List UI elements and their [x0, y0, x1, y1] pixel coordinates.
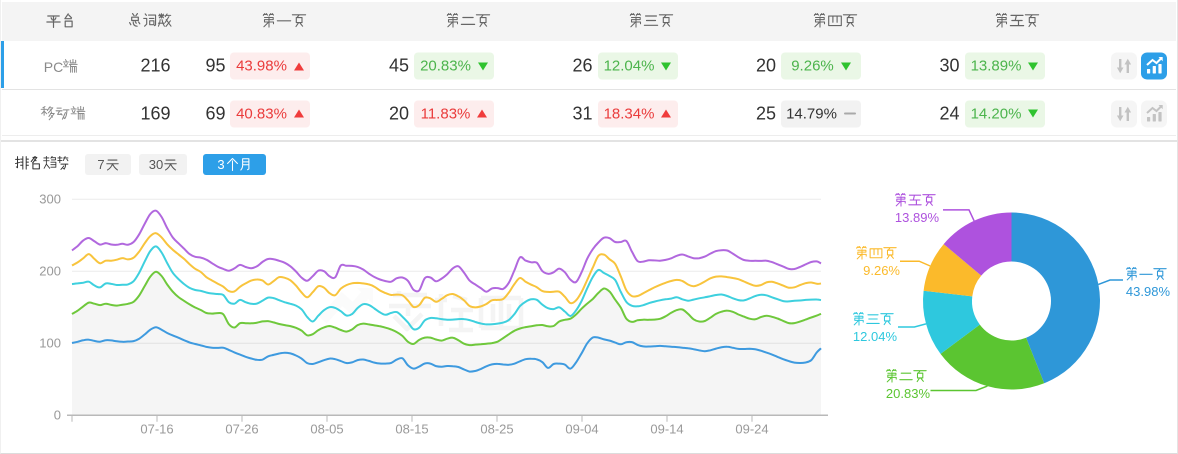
svg-text:100: 100	[39, 336, 61, 351]
svg-text:09-04: 09-04	[565, 422, 598, 437]
svg-text:08-05: 08-05	[310, 422, 343, 437]
svg-text:0: 0	[54, 408, 61, 423]
svg-text:07-26: 07-26	[225, 422, 258, 437]
svg-text:200: 200	[39, 264, 61, 279]
svg-text:09-24: 09-24	[735, 422, 768, 437]
svg-text:09-14: 09-14	[650, 422, 683, 437]
svg-text:07-16: 07-16	[140, 422, 173, 437]
svg-text:08-15: 08-15	[395, 422, 428, 437]
svg-text:08-25: 08-25	[480, 422, 513, 437]
svg-text:300: 300	[39, 192, 61, 207]
